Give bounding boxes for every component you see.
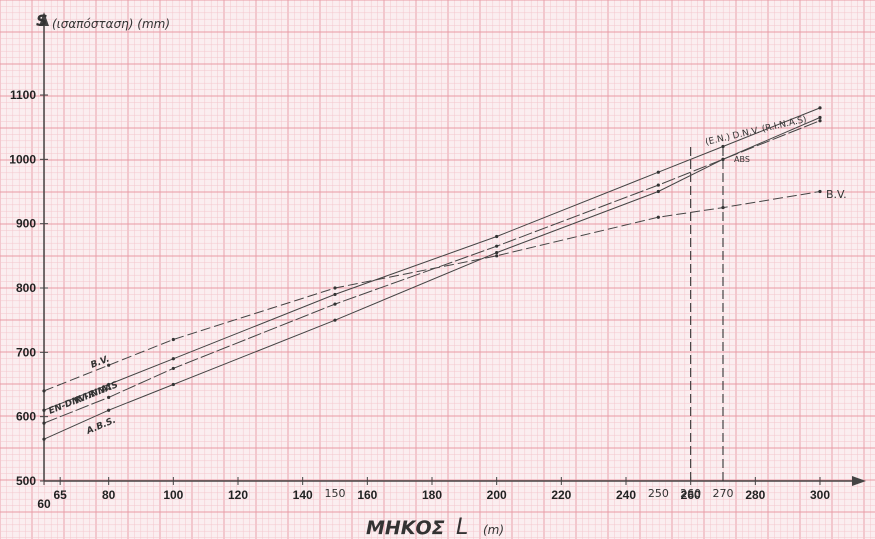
data-point <box>818 115 822 120</box>
data-point <box>107 395 111 399</box>
y-tick-label: 700 <box>16 345 36 359</box>
x-tick-label: 160 <box>357 488 377 502</box>
series-en-dnv-rina: EN-DNV-RINAS(E.N.) D.N.V. (R.I.N.A.S) <box>42 106 822 417</box>
data-point <box>333 286 337 290</box>
x-axis-arrow <box>852 476 866 486</box>
y-tick-label: 1100 <box>10 88 36 102</box>
data-point <box>818 119 822 123</box>
x-tick-label: 220 <box>551 488 571 502</box>
y-tick-label: 600 <box>16 410 36 424</box>
series-b-v-: B.V.B.V. <box>42 188 847 393</box>
y-axis-label-note: (ισαπόσταση) (mm) <box>52 17 170 31</box>
data-point <box>495 244 499 248</box>
data-point <box>656 189 660 194</box>
data-point <box>333 318 337 322</box>
x-tick-label: 140 <box>293 488 313 502</box>
data-point <box>42 389 46 393</box>
y-tick-label: 500 <box>16 474 36 488</box>
x-tick-label: 280 <box>745 488 765 502</box>
series-a-b-s-: A.B.S.ABS <box>42 115 822 441</box>
x-tick-label: 260 <box>681 488 701 502</box>
x-tick-label: 120 <box>228 488 248 502</box>
series-line <box>43 107 821 411</box>
x-tick-label: 300 <box>810 488 830 502</box>
data-point <box>333 292 337 297</box>
data-point <box>818 189 822 194</box>
data-point <box>107 408 111 412</box>
data-point <box>171 366 175 371</box>
data-point <box>107 363 111 367</box>
data-point <box>495 251 499 255</box>
data-point <box>495 234 499 239</box>
data-point <box>107 382 111 387</box>
data-point <box>333 302 337 306</box>
x-axis-unit: (m) <box>483 523 504 537</box>
y-axis-label: S <box>36 11 48 30</box>
series-line <box>43 191 821 392</box>
x-tick-label-handwritten: 150 <box>325 487 346 500</box>
x-tick-label: 240 <box>616 488 636 502</box>
data-point <box>721 144 725 149</box>
x-tick-label-handwritten: 270 <box>713 487 734 500</box>
x-tick-label-handwritten: 250 <box>648 487 669 500</box>
reference-lines <box>690 143 724 481</box>
series-line <box>43 120 821 424</box>
data-point <box>171 382 175 387</box>
y-axis-arrow <box>39 12 49 26</box>
y-tick-label: 1000 <box>9 152 36 166</box>
data-point <box>656 183 660 187</box>
x-tick-label: 60 <box>37 497 51 511</box>
y-tick-label: 900 <box>16 217 36 231</box>
x-tick-label-handwritten: 260 <box>680 487 701 500</box>
data-point <box>171 357 175 361</box>
x-tick-label: 65 <box>53 488 67 502</box>
data-point <box>721 205 725 210</box>
data-point <box>656 170 660 174</box>
y-tick-label: 800 <box>16 281 36 295</box>
x-tick-label: 180 <box>422 488 442 502</box>
series-r-i-n-a-: R.I.N.A. <box>42 119 822 425</box>
data-point <box>42 408 46 412</box>
data-point <box>171 337 175 342</box>
x-tick-label: 80 <box>102 488 116 502</box>
data-point <box>656 215 660 219</box>
series-end-label: B.V. <box>826 188 847 201</box>
data-point <box>495 254 499 258</box>
x-axis-label: ΜΗΚΟΣ <box>366 517 445 539</box>
data-point <box>42 437 46 441</box>
series-line <box>43 117 821 440</box>
x-tick-label: 200 <box>487 488 507 502</box>
data-point <box>721 157 725 161</box>
data-point <box>818 106 822 110</box>
data-point <box>42 421 46 425</box>
series-end-label: ABS <box>734 155 750 164</box>
chart-axes <box>39 12 866 486</box>
x-axis-variable: L <box>456 515 468 539</box>
x-tick-label: 100 <box>163 488 183 502</box>
